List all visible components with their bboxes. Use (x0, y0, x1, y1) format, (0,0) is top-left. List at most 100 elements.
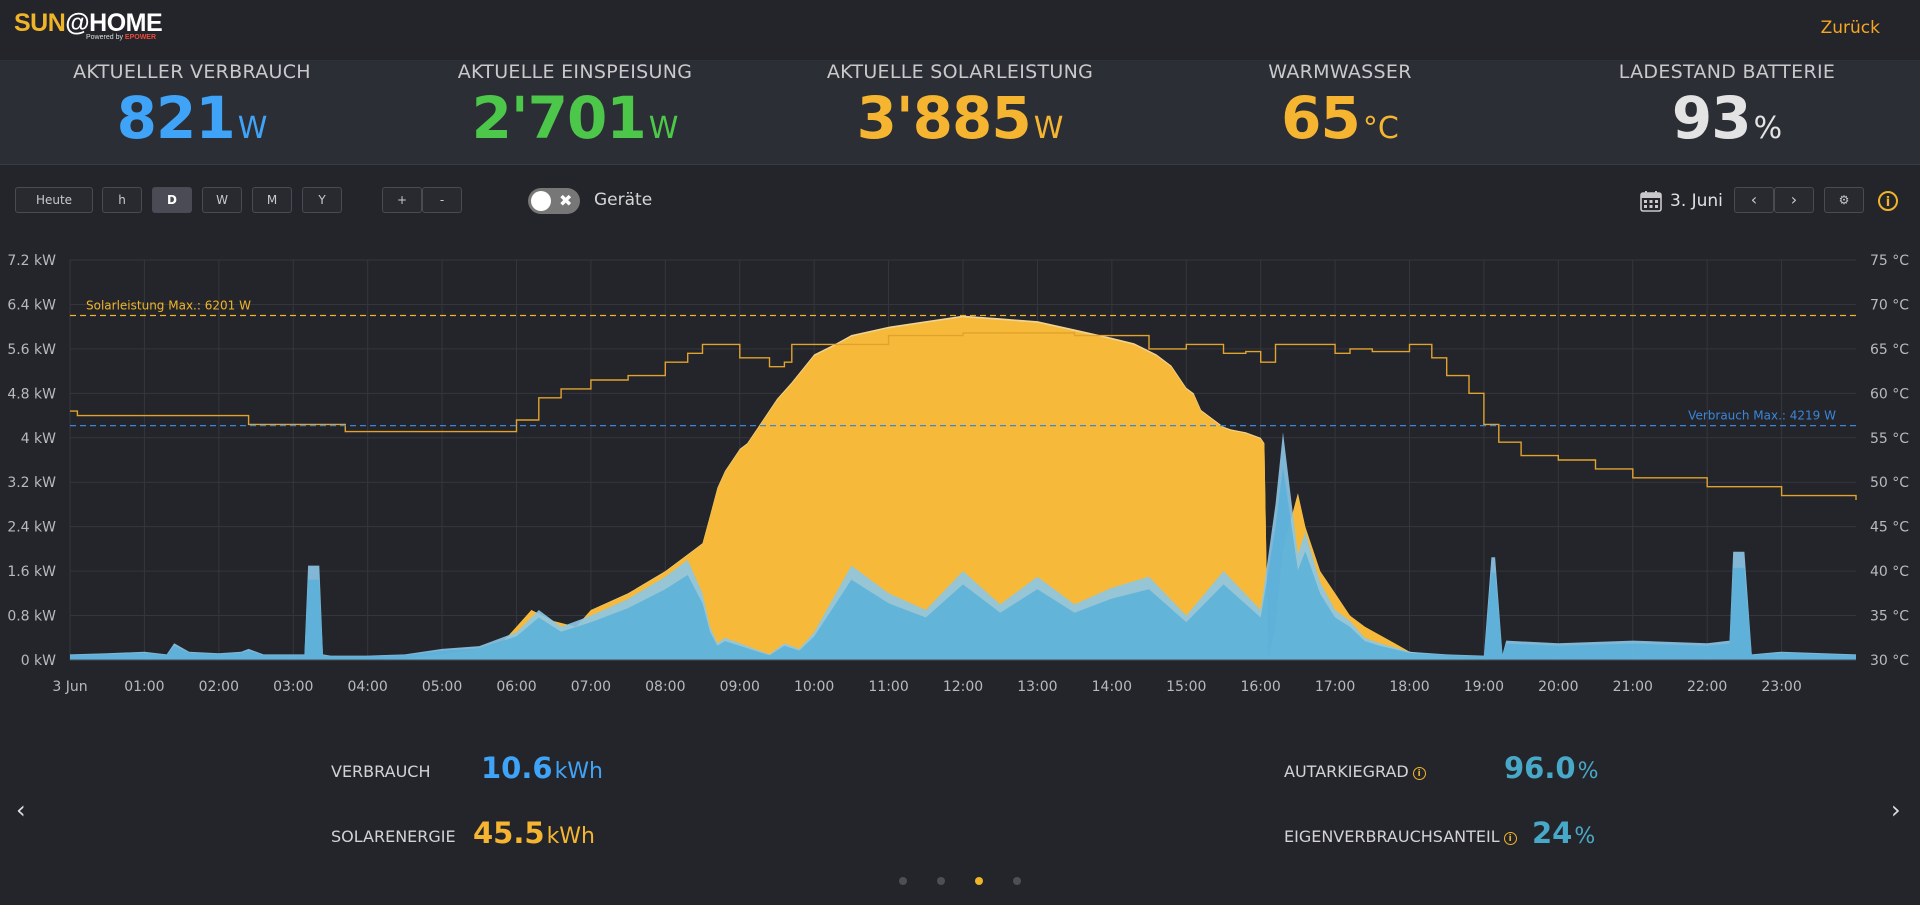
kpi-warm-water: WARMWASSER 65 °C (1240, 61, 1440, 149)
zoom-in-button[interactable]: + (382, 187, 422, 213)
y-right-tick-label: 35 °C (1870, 609, 1909, 625)
x-tick-label: 18:00 (1389, 679, 1429, 695)
summary-self-consumption-unit: % (1574, 824, 1596, 849)
logo-sun-text: SUN (14, 9, 66, 37)
x-tick-label: 19:00 (1464, 679, 1504, 695)
x-tick-label: 06:00 (496, 679, 536, 695)
gear-icon: ⚙ (1838, 193, 1850, 207)
x-tick-label: 05:00 (422, 679, 462, 695)
toggle-knob (531, 191, 551, 211)
chart-controls: Heute h D W M Y + - ✖ Geräte 3. Juni ‹ ›… (0, 187, 1920, 217)
calendar-icon[interactable] (1640, 190, 1662, 216)
summary-autarky-label: AUTARKIEGRAD (1284, 762, 1409, 781)
x-tick-label: 02:00 (199, 679, 239, 695)
period-month-button[interactable]: M (252, 187, 292, 213)
x-tick-label: 01:00 (124, 679, 164, 695)
summary-autarky-label-wrap: AUTARKIEGRAD i (1284, 762, 1426, 781)
period-week-button[interactable]: W (202, 187, 242, 213)
kpi-label: WARMWASSER (1268, 61, 1412, 83)
consumption-max-label: Verbrauch Max.: 4219 W (1688, 409, 1836, 423)
kpi-value: 93 (1671, 84, 1752, 152)
y-right-tick-label: 40 °C (1870, 564, 1909, 580)
devices-toggle[interactable]: ✖ (528, 188, 580, 214)
kpi-value: 3'885 (856, 84, 1032, 152)
y-left-tick-label: 0.8 kW (7, 609, 56, 625)
carousel-dot-2[interactable] (937, 877, 945, 885)
info-icon[interactable]: i (1412, 767, 1426, 780)
summary-solar-unit: kWh (546, 824, 595, 849)
y-left-tick-label: 1.6 kW (7, 564, 56, 580)
kpi-band: AKTUELLER VERBRAUCH 821 W AKTUELLE EINSPE… (0, 61, 1920, 165)
kpi-unit: W (237, 111, 268, 146)
carousel-next-arrow[interactable]: › (1891, 796, 1901, 824)
consumption-area (70, 466, 1856, 660)
info-icon[interactable]: i (1503, 832, 1517, 845)
energy-chart-svg: 0 kW 0.8 kW 1.6 kW 2.4 kW 3.2 kW 4 kW 4.8 kW 5.… (7, 253, 1909, 695)
close-x-icon: ✖ (559, 191, 573, 210)
period-day-button[interactable]: D (152, 187, 192, 213)
summary-solar-value-wrap: 45.5kWh (473, 816, 595, 850)
summary-autarky-value-wrap: 96.0% (1504, 751, 1598, 785)
y-left-tick-label: 3.2 kW (7, 475, 56, 491)
summary-solar-value: 45.5 (473, 816, 545, 850)
kpi-label: AKTUELLER VERBRAUCH (73, 61, 311, 83)
x-tick-label: 11:00 (868, 679, 908, 695)
logo-brand-text: EPOWER (124, 34, 157, 41)
y-left-tick-label: 2.4 kW (7, 520, 56, 536)
top-bar: SUN@HOME Powered by EPOWER Zurück (0, 0, 1920, 61)
x-tick-label: 15:00 (1166, 679, 1206, 695)
today-button[interactable]: Heute (15, 187, 93, 213)
x-tick-label: 3 Jun (52, 679, 87, 695)
carousel-dot-3[interactable] (975, 877, 983, 885)
kpi-consumption: AKTUELLER VERBRAUCH 821 W (62, 61, 322, 149)
x-tick-label: 14:00 (1092, 679, 1132, 695)
summary-self-consumption-label-wrap: EIGENVERBRAUCHSANTEIL i (1284, 827, 1517, 846)
carousel-dot-1[interactable] (899, 877, 907, 885)
summary-consumption-unit: kWh (554, 759, 603, 784)
next-day-button[interactable]: › (1774, 187, 1814, 213)
y-right-tick-label: 30 °C (1870, 653, 1909, 669)
kpi-value: 65 (1281, 84, 1361, 152)
x-tick-label: 04:00 (347, 679, 387, 695)
y-right-tick-label: 55 °C (1870, 431, 1909, 447)
kpi-unit: W (1033, 111, 1064, 146)
summary-autarky-value: 96.0 (1504, 751, 1576, 785)
kpi-label: AKTUELLE SOLARLEISTUNG (826, 61, 1094, 83)
y-left-tick-label: 4.8 kW (7, 386, 56, 402)
summary-solar-label: SOLARENERGIE (331, 827, 456, 846)
y-right-tick-label: 45 °C (1870, 520, 1909, 536)
period-hour-button[interactable]: h (102, 187, 142, 213)
water-temperature-line (70, 332, 1857, 500)
back-link[interactable]: Zurück (1820, 18, 1880, 38)
logo-home-text: @HOME (65, 9, 163, 37)
period-year-button[interactable]: Y (302, 187, 342, 213)
x-tick-label: 16:00 (1240, 679, 1280, 695)
x-tick-label: 17:00 (1315, 679, 1355, 695)
settings-button[interactable]: ⚙ (1824, 187, 1864, 213)
y-right-tick-label: 70 °C (1870, 297, 1909, 313)
kpi-label: AKTUELLE EINSPEISUNG (457, 61, 693, 83)
y-left-tick-label: 4 kW (21, 431, 56, 447)
y-right-tick-label: 65 °C (1870, 342, 1909, 358)
kpi-value: 2'701 (471, 84, 647, 152)
logo-powered-by: Powered by EPOWER (86, 34, 156, 41)
solar-area (70, 317, 1856, 660)
carousel-prev-arrow[interactable]: ‹ (16, 796, 26, 824)
app-logo[interactable]: SUN@HOME Powered by EPOWER (14, 9, 163, 41)
previous-day-button[interactable]: ‹ (1734, 187, 1774, 213)
x-tick-label: 03:00 (273, 679, 313, 695)
summary-self-consumption-value: 24 (1532, 816, 1573, 850)
summary-consumption-value-wrap: 10.6kWh (481, 751, 603, 785)
y-left-tick-label: 0 kW (21, 653, 56, 669)
x-tick-label: 23:00 (1761, 679, 1801, 695)
carousel-dot-4[interactable] (1013, 877, 1021, 885)
zoom-out-button[interactable]: - (422, 187, 462, 213)
x-tick-label: 13:00 (1017, 679, 1057, 695)
selected-date[interactable]: 3. Juni (1670, 191, 1723, 211)
x-tick-label: 20:00 (1538, 679, 1578, 695)
x-tick-label: 07:00 (571, 679, 611, 695)
kpi-feed-in: AKTUELLE EINSPEISUNG 2'701 W (445, 61, 705, 149)
summary-self-consumption-label: EIGENVERBRAUCHSANTEIL (1284, 827, 1500, 846)
x-tick-label: 22:00 (1687, 679, 1727, 695)
info-icon[interactable]: i (1878, 191, 1898, 211)
